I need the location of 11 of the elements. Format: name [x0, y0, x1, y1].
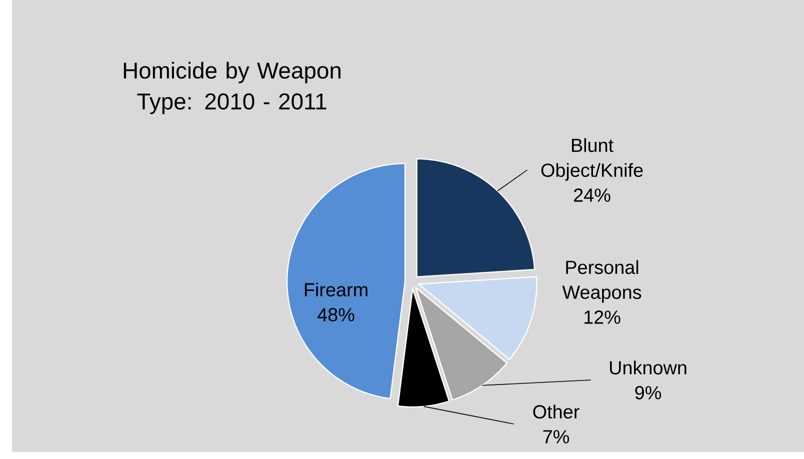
- chart-title: Homicide by Weapon Type: 2010 - 2011: [124, 62, 340, 114]
- slice-label: Other: [533, 404, 580, 419]
- slice-label: Personal Weapons: [562, 260, 642, 303]
- slice-label: Unknown: [610, 360, 686, 374]
- data-label: 9%: [635, 386, 662, 400]
- data-label: 7%: [543, 430, 570, 444]
- data-label: 12%: [584, 310, 620, 324]
- data-label: 24%: [574, 188, 610, 202]
- data-label: 48%: [318, 308, 354, 322]
- slice-label: Blunt Object/Knife: [541, 138, 643, 181]
- slice-label: Firearm: [304, 282, 368, 296]
